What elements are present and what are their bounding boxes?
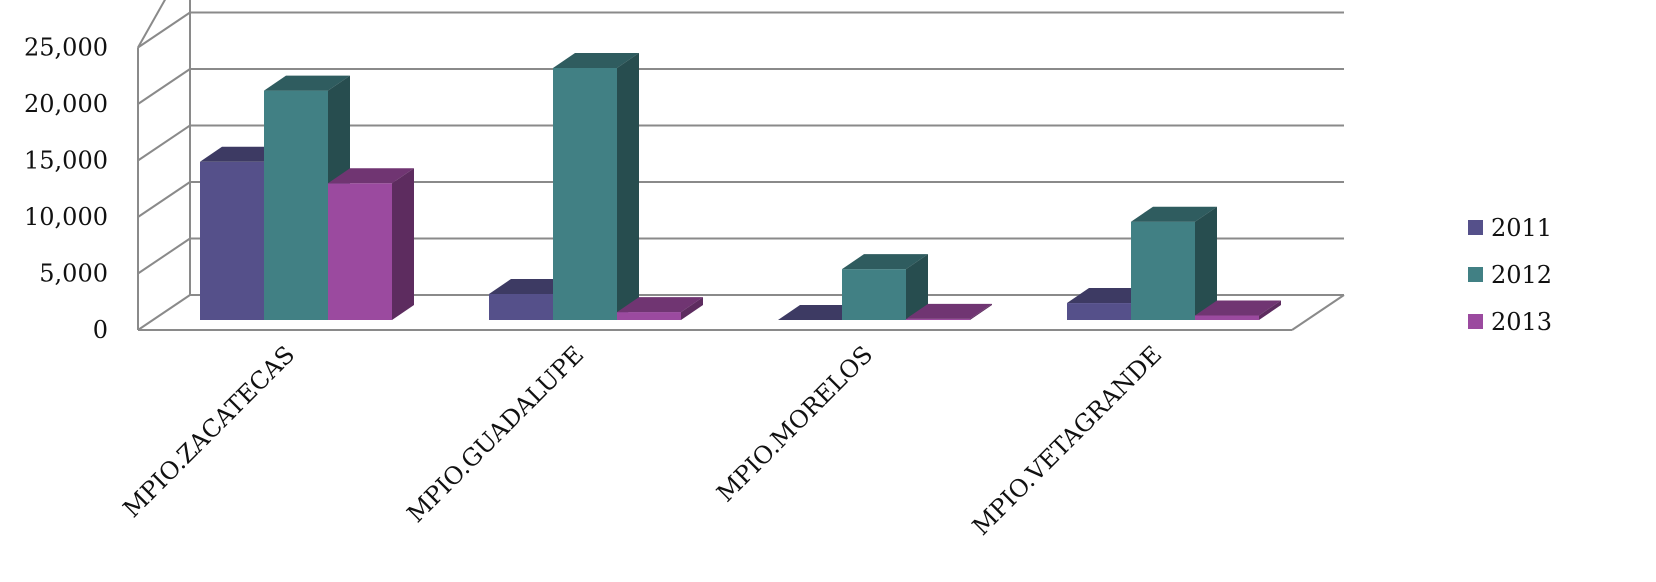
y-tick-label: 20,000	[24, 90, 108, 118]
bar	[617, 297, 703, 320]
x-category-label: MPIO.VETAGRANDE	[967, 340, 1167, 540]
y-tick-label: 5,000	[39, 260, 108, 288]
bar-front	[842, 269, 906, 320]
gridline-side	[137, 181, 191, 218]
y-axis-ticks: 0 5,000 10,000 15,000 20,000 25,000	[24, 34, 108, 345]
legend-swatch	[1468, 220, 1483, 235]
legend: 2011 2012 2013	[1468, 214, 1552, 336]
gridline-side	[137, 237, 191, 275]
x-axis-categories: MPIO.ZACATECAS MPIO.GUADALUPE MPIO.MORELOS…	[118, 340, 1168, 540]
bar-side	[392, 168, 414, 320]
legend-label: 2011	[1491, 214, 1552, 242]
x-category-label: MPIO.MORELOS	[711, 340, 878, 507]
bar-side	[617, 53, 639, 320]
bar	[553, 53, 639, 320]
y-tick-label: 25,000	[24, 34, 108, 62]
bar-front	[553, 68, 617, 320]
legend-item: 2011	[1468, 214, 1552, 242]
gridline-side-top	[137, 0, 166, 48]
bar	[1131, 206, 1217, 320]
bar-side	[681, 297, 703, 320]
bar	[328, 168, 414, 320]
bar-top	[553, 53, 639, 69]
legend-swatch	[1468, 267, 1483, 282]
legend-item: 2012	[1468, 261, 1552, 289]
floor-right-edge	[1291, 294, 1345, 331]
legend-label: 2012	[1491, 261, 1552, 289]
bar	[842, 254, 928, 320]
bar-side	[906, 254, 928, 320]
y-tick-label: 0	[93, 316, 108, 344]
bar-front	[617, 312, 681, 320]
bar-top	[264, 75, 350, 91]
bar-front	[1067, 303, 1131, 320]
gridline-side	[137, 124, 191, 162]
bar-top	[1131, 206, 1217, 222]
legend-label: 2013	[1491, 308, 1552, 336]
bar	[906, 303, 992, 320]
bar-side	[1195, 206, 1217, 320]
legend-swatch	[1468, 314, 1483, 329]
y-tick-label: 15,000	[24, 147, 108, 175]
gridline-side	[137, 11, 191, 49]
bar-front	[1195, 315, 1259, 320]
bar-top	[842, 254, 928, 270]
bar-side	[970, 303, 992, 320]
bar-front	[264, 90, 328, 320]
bar-side	[1259, 300, 1281, 320]
bar-top	[1195, 300, 1281, 316]
bar-front	[489, 294, 553, 320]
x-category-label: MPIO.ZACATECAS	[118, 340, 301, 523]
bar-front	[1131, 221, 1195, 320]
bar-front	[200, 161, 264, 320]
bar-top	[328, 168, 414, 184]
bars	[200, 53, 1281, 320]
legend-item: 2013	[1468, 308, 1552, 336]
gridline-side	[137, 68, 191, 105]
bar-front	[328, 183, 392, 320]
bar-front	[906, 318, 970, 320]
y-tick-label: 10,000	[24, 203, 108, 231]
gridline-side	[137, 294, 191, 331]
bar-top	[906, 303, 992, 319]
bar	[1195, 300, 1281, 320]
x-category-label: MPIO.GUADALUPE	[402, 340, 590, 528]
bar-top	[617, 297, 703, 313]
